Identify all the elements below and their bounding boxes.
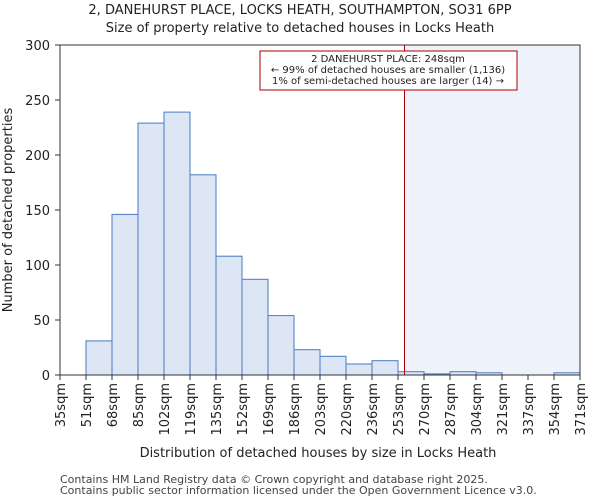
bar	[371, 360, 399, 376]
x-tick-label: 203sqm	[314, 383, 329, 436]
bar	[137, 122, 165, 376]
y-tick-label: 150	[25, 204, 50, 219]
y-tick-label: 300	[25, 39, 50, 54]
bar	[85, 340, 113, 376]
x-tick-label: 152sqm	[236, 383, 251, 436]
x-tick-label: 321sqm	[496, 383, 511, 436]
y-axis: 0 50 100 150 200 250 300	[25, 39, 60, 384]
x-tick-label: 135sqm	[210, 383, 225, 436]
y-tick-label: 100	[25, 259, 50, 274]
x-tick-label: 337sqm	[522, 383, 537, 436]
y-tick-label: 50	[33, 314, 50, 329]
bar	[111, 213, 139, 376]
annotation-box: 2 DANEHURST PLACE: 248sqm ← 99% of detac…	[259, 50, 518, 91]
bar	[163, 111, 191, 376]
annotation-frame	[259, 50, 518, 91]
x-tick-label: 354sqm	[548, 383, 563, 436]
chart-title-line1: 2, DANEHURST PLACE, LOCKS HEATH, SOUTHAM…	[88, 3, 511, 18]
x-tick-label: 186sqm	[288, 383, 303, 436]
bar	[345, 363, 373, 376]
bar	[293, 349, 321, 376]
footer-line1: Contains HM Land Registry data © Crown c…	[60, 473, 488, 486]
annotation-line2: ← 99% of detached houses are smaller (1,…	[271, 65, 505, 76]
x-tick-label: 85sqm	[132, 383, 147, 427]
x-tick-label: 119sqm	[184, 383, 199, 436]
x-tick-label: 220sqm	[340, 383, 355, 436]
x-tick-label: 236sqm	[366, 383, 381, 436]
bars	[85, 111, 581, 376]
plot-area: 0 50 100 150 200 250 300 35sqm 51sqm 68sqm 85sqm 1…	[25, 39, 589, 436]
x-tick-label: 270sqm	[418, 383, 433, 436]
x-tick-label: 169sqm	[262, 383, 277, 436]
x-tick-label: 304sqm	[470, 383, 485, 436]
x-tick-label: 51sqm	[80, 383, 95, 427]
y-axis-label: Number of detached properties	[1, 108, 16, 313]
annotation-line1: 2 DANEHURST PLACE: 248sqm	[311, 54, 465, 65]
x-axis-label: Distribution of detached houses by size …	[140, 446, 497, 461]
x-tick-label: 371sqm	[574, 383, 589, 436]
footer-line2: Contains public sector information licen…	[60, 484, 537, 497]
chart-title-line2: Size of property relative to detached ho…	[106, 21, 494, 36]
y-tick-label: 0	[42, 369, 50, 384]
x-axis: 35sqm 51sqm 68sqm 85sqm 102sqm 119sqm 135sqm 15…	[54, 375, 589, 436]
x-tick-label: 102sqm	[158, 383, 173, 436]
x-tick-label: 35sqm	[54, 383, 69, 427]
bar	[189, 174, 217, 376]
bar	[319, 355, 347, 376]
x-tick-label: 287sqm	[444, 383, 459, 436]
x-tick-label: 68sqm	[106, 383, 121, 427]
bar	[267, 315, 295, 376]
annotation-line3: 1% of semi-detached houses are larger (1…	[272, 76, 504, 87]
x-tick-label: 253sqm	[392, 383, 407, 436]
y-tick-label: 250	[25, 94, 50, 109]
bar	[241, 278, 269, 376]
y-tick-label: 200	[25, 149, 50, 164]
highlight-region	[404, 45, 580, 375]
bar	[215, 255, 243, 376]
